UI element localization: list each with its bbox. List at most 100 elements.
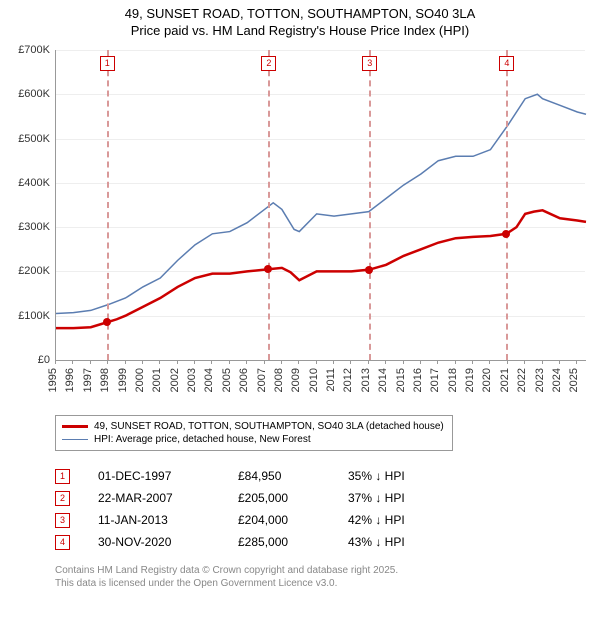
x-tick-label: 2020 [481,368,493,392]
legend-label: 49, SUNSET ROAD, TOTTON, SOUTHAMPTON, SO… [94,421,444,432]
transaction-row: 3 11-JAN-2013£204,00042% ↓ HPI [55,509,458,531]
y-tick-label: £600K [0,88,50,100]
event-vline [268,50,270,360]
event-marker-box: 3 [362,56,377,71]
x-tick-label: 2016 [412,368,424,392]
transaction-delta: 42% ↓ HPI [348,513,458,527]
chart-title: 49, SUNSET ROAD, TOTTON, SOUTHAMPTON, SO… [0,0,600,40]
footer-line-1: Contains HM Land Registry data © Crown c… [55,564,398,577]
x-tick-label: 2012 [342,368,354,392]
x-tick-label: 2010 [308,368,320,392]
x-tick-label: 2018 [447,368,459,392]
x-tick-label: 2005 [221,368,233,392]
x-tick-mark [350,360,351,364]
x-tick-label: 2001 [151,368,163,392]
x-tick-label: 2021 [499,368,511,392]
x-tick-label: 2019 [464,368,476,392]
x-tick-label: 2013 [360,368,372,392]
event-dot [103,318,111,326]
transaction-date: 11-JAN-2013 [98,513,238,527]
transaction-price: £285,000 [238,535,348,549]
x-tick-label: 1996 [64,368,76,392]
x-tick-label: 2024 [551,368,563,392]
x-tick-label: 1995 [47,368,59,392]
x-tick-label: 2025 [568,368,580,392]
x-tick-label: 2003 [186,368,198,392]
title-line-1: 49, SUNSET ROAD, TOTTON, SOUTHAMPTON, SO… [0,6,600,23]
event-marker-box: 1 [100,56,115,71]
event-dot [264,265,272,273]
x-tick-mark [281,360,282,364]
x-tick-label: 2009 [290,368,302,392]
event-vline [369,50,371,360]
event-vline [107,50,109,360]
x-tick-mark [489,360,490,364]
transaction-date: 01-DEC-1997 [98,469,238,483]
x-tick-mark [524,360,525,364]
x-tick-label: 2006 [238,368,250,392]
y-tick-label: £0 [0,354,50,366]
event-vline [506,50,508,360]
x-tick-mark [194,360,195,364]
x-tick-mark [125,360,126,364]
x-tick-mark [385,360,386,364]
transaction-marker-box: 2 [55,491,70,506]
event-marker-box: 2 [261,56,276,71]
x-tick-label: 2002 [169,368,181,392]
x-tick-label: 2015 [395,368,407,392]
x-tick-mark [472,360,473,364]
footer-attribution: Contains HM Land Registry data © Crown c… [55,564,398,590]
x-tick-mark [142,360,143,364]
y-tick-label: £200K [0,265,50,277]
x-tick-mark [437,360,438,364]
transaction-marker-box: 1 [55,469,70,484]
event-dot [365,266,373,274]
x-tick-mark [229,360,230,364]
transaction-row: 2 22-MAR-2007£205,00037% ↓ HPI [55,487,458,509]
x-tick-mark [246,360,247,364]
x-tick-mark [576,360,577,364]
y-tick-label: £700K [0,44,50,56]
legend-box: 49, SUNSET ROAD, TOTTON, SOUTHAMPTON, SO… [55,415,453,451]
x-tick-mark [507,360,508,364]
y-tick-label: £100K [0,310,50,322]
x-tick-label: 2011 [325,368,337,392]
x-tick-mark [107,360,108,364]
transaction-marker-box: 3 [55,513,70,528]
x-tick-label: 2000 [134,368,146,392]
x-tick-label: 2008 [273,368,285,392]
x-tick-mark [55,360,56,364]
transaction-date: 30-NOV-2020 [98,535,238,549]
x-tick-mark [368,360,369,364]
x-tick-mark [403,360,404,364]
x-tick-mark [559,360,560,364]
transaction-date: 22-MAR-2007 [98,491,238,505]
x-tick-mark [542,360,543,364]
y-tick-label: £300K [0,221,50,233]
x-tick-label: 2023 [534,368,546,392]
transaction-delta: 37% ↓ HPI [348,491,458,505]
x-tick-mark [264,360,265,364]
x-tick-label: 2004 [203,368,215,392]
x-tick-label: 2022 [516,368,528,392]
legend-swatch [62,439,88,440]
footer-line-2: This data is licensed under the Open Gov… [55,577,398,590]
transaction-table: 101-DEC-1997£84,95035% ↓ HPI222-MAR-2007… [55,465,458,553]
legend-label: HPI: Average price, detached house, New … [94,434,311,445]
x-tick-mark [72,360,73,364]
transaction-price: £205,000 [238,491,348,505]
y-tick-label: £500K [0,133,50,145]
x-tick-mark [333,360,334,364]
x-tick-mark [159,360,160,364]
x-tick-mark [455,360,456,364]
x-tick-label: 2007 [256,368,268,392]
transaction-marker-box: 4 [55,535,70,550]
x-tick-mark [298,360,299,364]
chart-container: 49, SUNSET ROAD, TOTTON, SOUTHAMPTON, SO… [0,0,600,620]
transaction-price: £84,950 [238,469,348,483]
transaction-price: £204,000 [238,513,348,527]
transaction-row: 430-NOV-2020£285,00043% ↓ HPI [55,531,458,553]
x-tick-mark [420,360,421,364]
legend-row: 49, SUNSET ROAD, TOTTON, SOUTHAMPTON, SO… [62,420,444,433]
x-tick-label: 1999 [117,368,129,392]
